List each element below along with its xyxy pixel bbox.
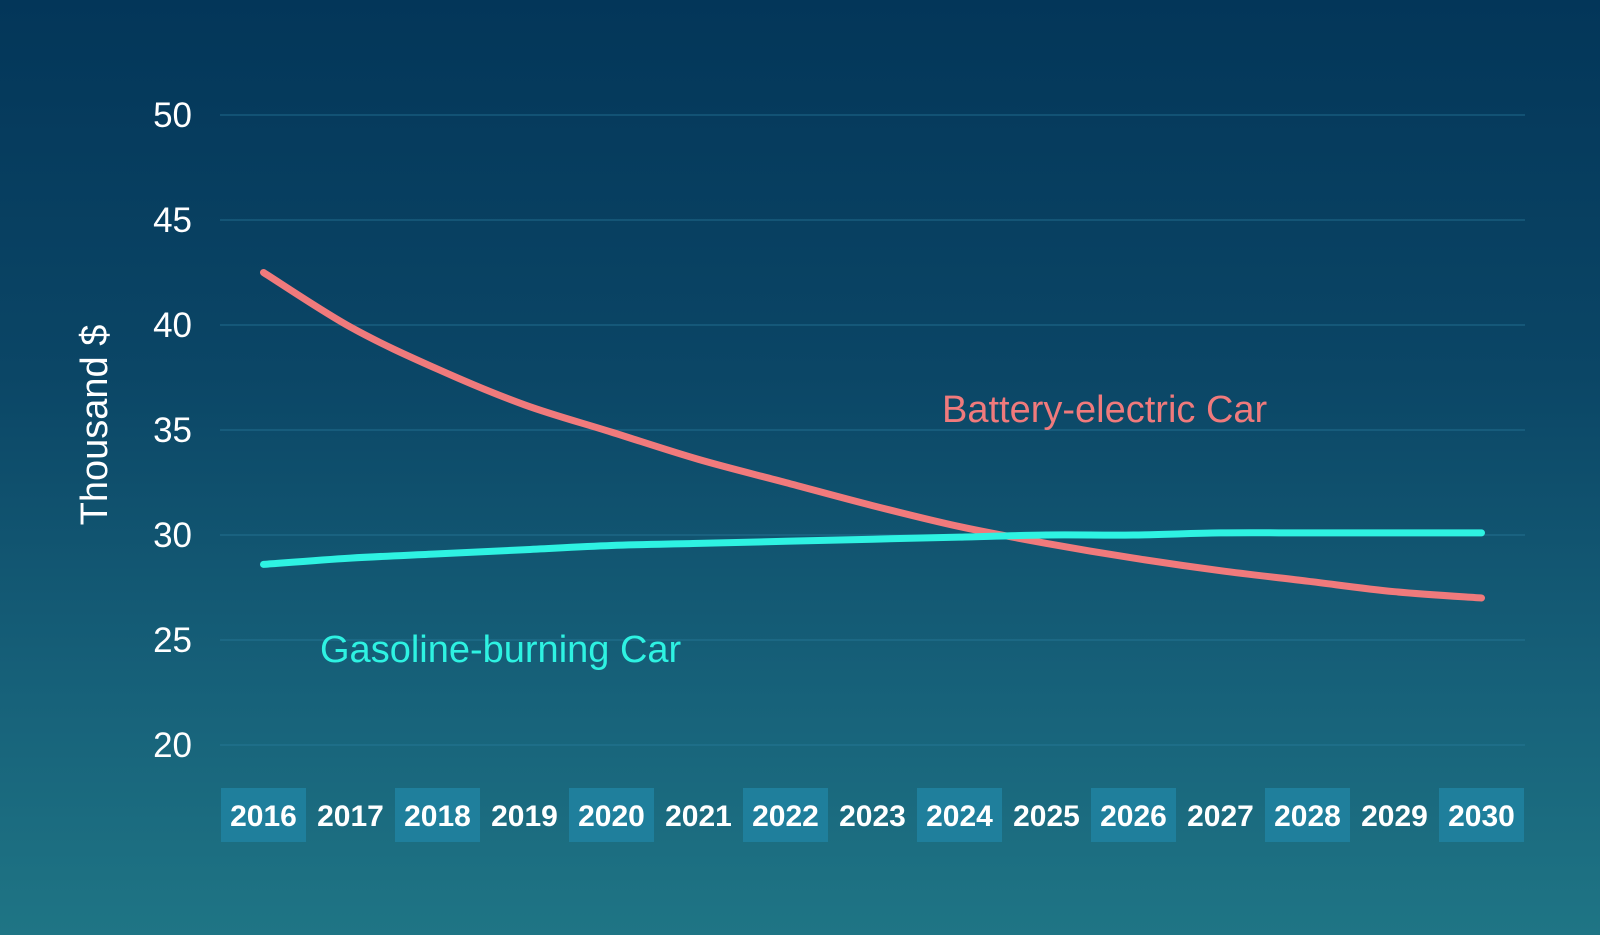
x-tick-box bbox=[1439, 788, 1524, 842]
gasoline-burning-car-line bbox=[260, 529, 1485, 568]
x-tick-label: 2019 bbox=[491, 800, 558, 833]
x-tick-label: 2023 bbox=[839, 800, 906, 833]
y-tick-label: 20 bbox=[153, 726, 192, 765]
x-tick-box bbox=[569, 788, 654, 842]
y-axis-label: Thousand $ bbox=[74, 325, 116, 526]
x-tick-box bbox=[395, 788, 480, 842]
x-tick-box bbox=[221, 788, 306, 842]
x-tick-box bbox=[917, 788, 1002, 842]
y-tick-label: 45 bbox=[153, 201, 192, 240]
y-axis-ticks: 20 25 30 35 40 45 50 bbox=[153, 96, 192, 765]
gasoline-burning-car-label: Gasoline-burning Car bbox=[320, 629, 682, 671]
y-tick-label: 30 bbox=[153, 516, 192, 555]
battery-electric-car-label: Battery-electric Car bbox=[942, 389, 1268, 431]
x-tick-label: 2018 bbox=[404, 800, 471, 833]
x-tick-label: 2028 bbox=[1274, 800, 1341, 833]
x-tick-box bbox=[1091, 788, 1176, 842]
series-lines bbox=[260, 269, 1485, 602]
x-tick-label: 2025 bbox=[1013, 800, 1080, 833]
x-tick-label: 2029 bbox=[1361, 800, 1428, 833]
x-tick-label: 2021 bbox=[665, 800, 732, 833]
x-tick-label: 2024 bbox=[926, 800, 993, 833]
y-tick-label: 40 bbox=[153, 306, 192, 345]
y-tick-label: 50 bbox=[153, 96, 192, 135]
y-tick-label: 35 bbox=[153, 411, 192, 450]
x-tick-box bbox=[1265, 788, 1350, 842]
x-tick-label: 2026 bbox=[1100, 800, 1167, 833]
x-tick-label: 2017 bbox=[317, 800, 384, 833]
y-tick-label: 25 bbox=[153, 621, 192, 660]
x-axis-ticks: 2016 2017 2018 2019 2020 2021 2022 2023 2024 2025… bbox=[230, 800, 1515, 833]
x-tick-label: 2030 bbox=[1448, 800, 1515, 833]
gridlines bbox=[220, 114, 1525, 746]
x-axis-tick-backgrounds bbox=[221, 788, 1524, 842]
x-tick-label: 2027 bbox=[1187, 800, 1254, 833]
x-tick-box bbox=[743, 788, 828, 842]
x-tick-label: 2020 bbox=[578, 800, 645, 833]
battery-electric-car-line bbox=[260, 269, 1485, 602]
x-tick-label: 2016 bbox=[230, 800, 297, 833]
x-tick-label: 2022 bbox=[752, 800, 819, 833]
